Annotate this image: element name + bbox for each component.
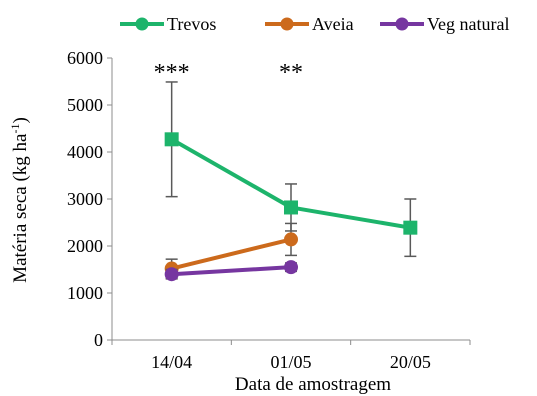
series-line [171, 265, 292, 277]
y-tick-label: 5000 [67, 95, 103, 115]
legend-item: Aveia [265, 14, 354, 34]
data-point [284, 200, 298, 215]
x-tick-label: 01/05 [270, 352, 311, 372]
data-point [403, 220, 418, 235]
x-tick-label: 20/05 [390, 352, 431, 372]
x-axis: 14/04 01/05 20/05 [111, 339, 471, 372]
y-tick-label: 4000 [67, 142, 103, 162]
y-axis-label-sup: -1 [8, 124, 22, 134]
legend-label: Trevos [167, 14, 216, 34]
data-point [164, 267, 179, 282]
legend-marker [135, 17, 149, 31]
series-veg-natural [164, 260, 298, 282]
significance-annotations: *** ** [154, 60, 303, 86]
legend-marker [280, 17, 294, 31]
legend-item: Trevos [120, 14, 216, 34]
y-axis: 0 1000 2000 3000 4000 5000 6000 [67, 48, 113, 350]
y-axis-label: Matéria seca (kg ha-1) [8, 117, 31, 283]
data-point [284, 260, 298, 275]
x-tick-label: 14/04 [151, 352, 192, 372]
series-line [171, 237, 292, 271]
legend-item: Veg natural [380, 14, 509, 34]
data-point [164, 132, 179, 147]
y-tick-label: 6000 [67, 48, 103, 68]
series-trevos [164, 81, 418, 258]
x-axis-label: Data de amostragem [235, 374, 391, 395]
legend-marker [395, 17, 409, 31]
y-tick-label: 0 [94, 330, 103, 350]
y-tick-label: 2000 [67, 236, 103, 256]
y-axis-label-close: ) [10, 117, 31, 123]
y-tick-label: 1000 [67, 283, 103, 303]
y-axis-label-main: Matéria seca (kg ha [10, 133, 31, 283]
legend: Trevos Aveia Veg natural [120, 14, 509, 34]
legend-label: Aveia [312, 14, 354, 34]
y-tick-label: 3000 [67, 189, 103, 209]
data-point [284, 232, 298, 247]
series-layer [164, 81, 418, 282]
significance-label: ** [279, 60, 303, 86]
legend-label: Veg natural [427, 14, 509, 34]
